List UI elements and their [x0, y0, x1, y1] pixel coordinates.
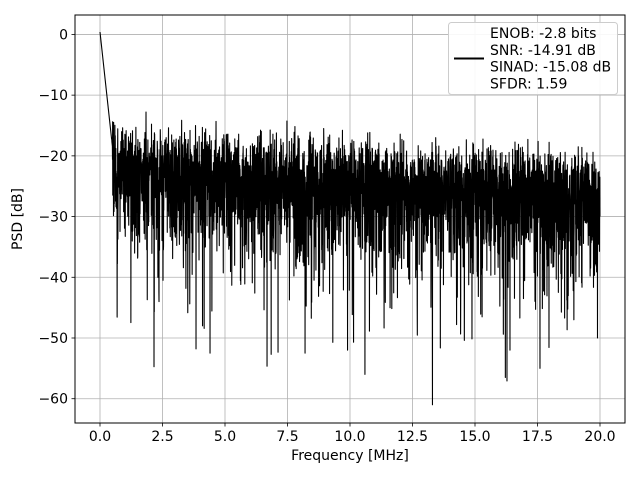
legend-entry-enob: ENOB: -2.8 bits — [490, 26, 596, 42]
legend-entry-snr: SNR: -14.91 dB — [490, 43, 596, 59]
x-tick-label: 10.0 — [334, 429, 365, 445]
psd-trace — [99, 31, 601, 406]
x-tick-label: 0.0 — [89, 429, 111, 445]
x-ticks: 0.0 2.5 5.0 7.5 10.0 12.5 15.0 17.5 20.0 — [89, 423, 616, 445]
x-tick-label: 5.0 — [214, 429, 236, 445]
legend-entry-sinad: SINAD: -15.08 dB — [490, 60, 611, 76]
x-tick-label: 17.5 — [522, 429, 553, 445]
y-tick-label: 0 — [59, 27, 68, 43]
y-tick-label: −50 — [38, 331, 68, 347]
legend-entry-sfdr: SFDR: 1.59 — [490, 76, 567, 92]
y-axis-label: PSD [dB] — [10, 188, 26, 250]
y-ticks: 0 −10 −20 −30 −40 −50 −60 — [38, 27, 75, 408]
x-tick-label: 15.0 — [459, 429, 490, 445]
x-axis-label: Frequency [MHz] — [291, 448, 409, 464]
y-tick-label: −10 — [38, 88, 68, 104]
y-tick-label: −20 — [38, 149, 68, 165]
y-tick-label: −30 — [38, 210, 68, 226]
x-tick-label: 20.0 — [584, 429, 615, 445]
y-tick-label: −40 — [38, 270, 68, 286]
x-tick-label: 7.5 — [276, 429, 298, 445]
legend-box — [448, 22, 618, 95]
legend: ENOB: -2.8 bits SNR: -14.91 dB SINAD: -1… — [448, 22, 618, 95]
y-tick-label: −60 — [38, 392, 68, 408]
x-tick-label: 12.5 — [397, 429, 428, 445]
x-tick-label: 2.5 — [151, 429, 173, 445]
